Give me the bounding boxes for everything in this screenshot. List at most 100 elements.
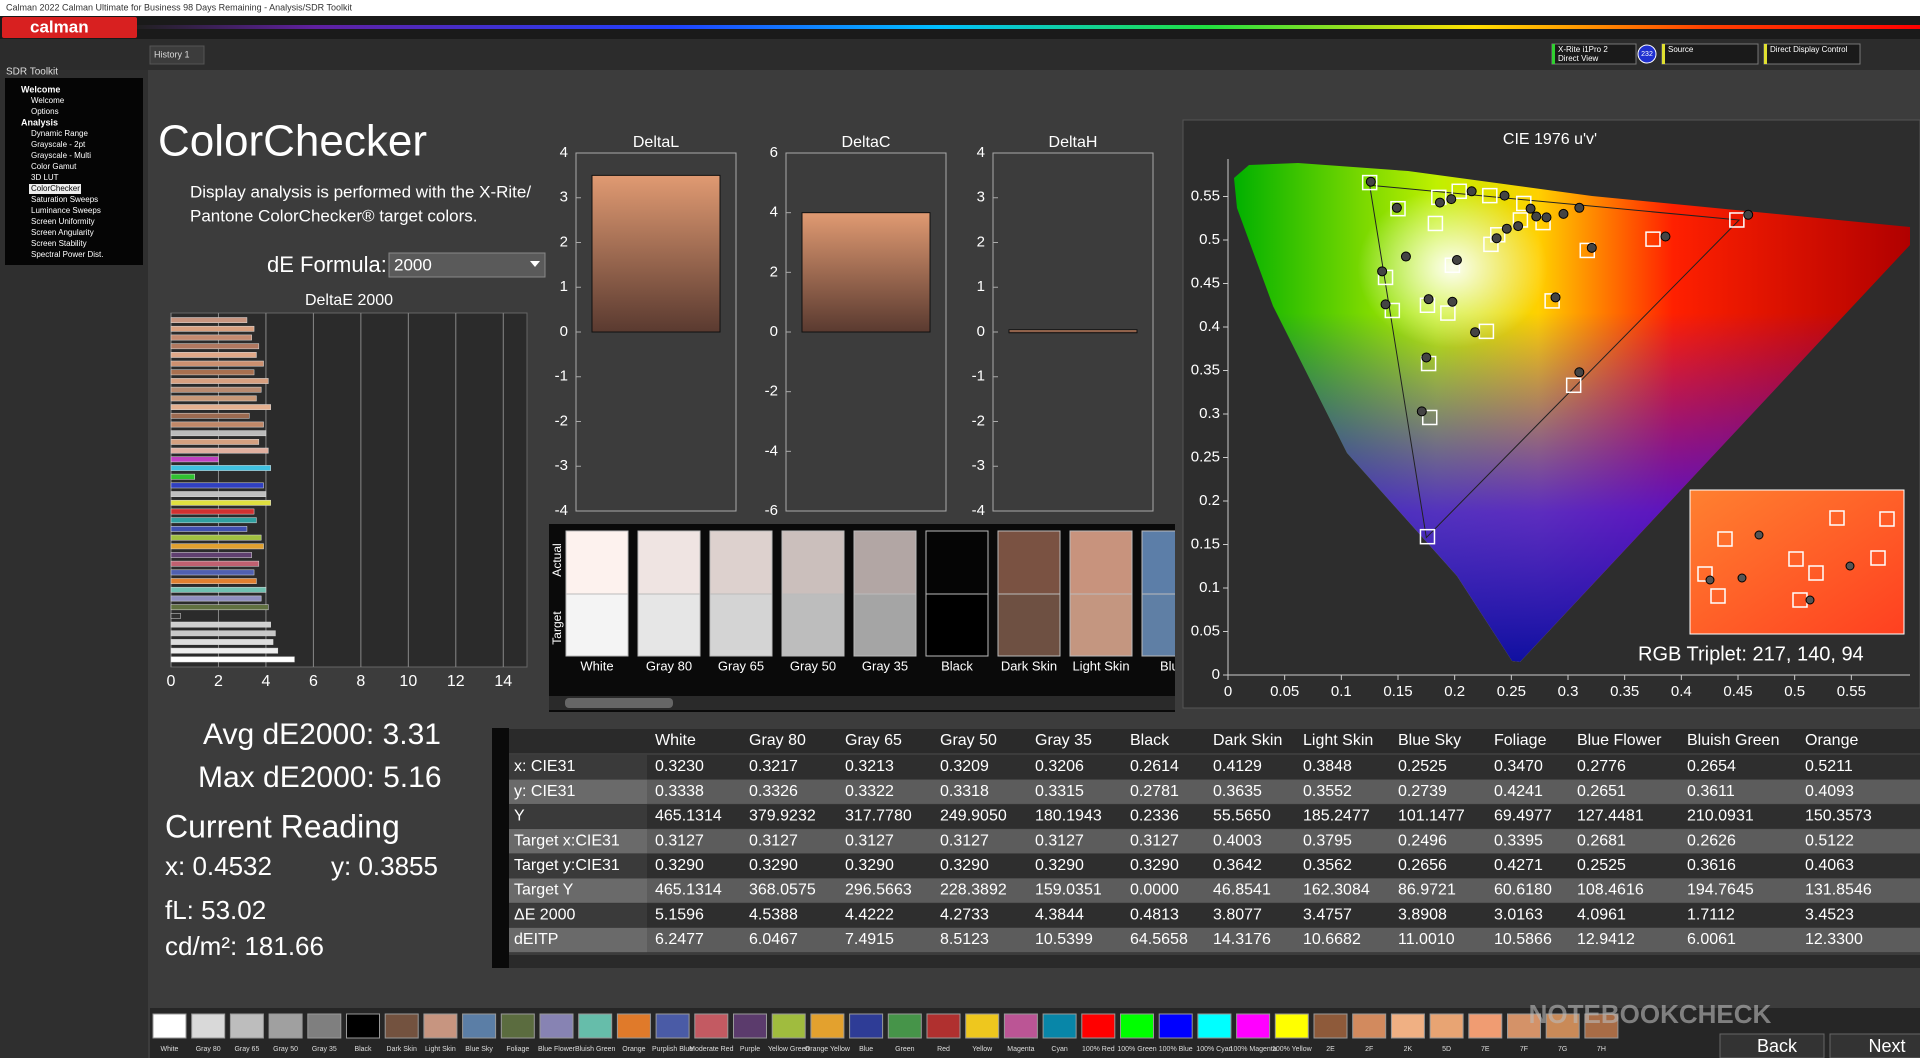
tree-item[interactable]: Grayscale - 2pt (31, 140, 86, 149)
swatch[interactable] (1274, 1013, 1309, 1039)
swatch[interactable] (1081, 1013, 1116, 1039)
swatch[interactable] (578, 1013, 613, 1039)
swatch[interactable] (1352, 1013, 1387, 1039)
tree-item[interactable]: Options (31, 107, 59, 116)
patch-target (781, 593, 845, 657)
actual-marker (1400, 251, 1411, 262)
bar (170, 447, 269, 454)
swatch[interactable] (965, 1013, 1000, 1039)
cell: 0.3290 (1130, 857, 1179, 874)
swatch[interactable] (1197, 1013, 1232, 1039)
swatch[interactable] (1507, 1013, 1541, 1039)
row-header: Target Y (514, 882, 574, 899)
sidebar-tree (5, 78, 143, 265)
swatch[interactable] (307, 1013, 342, 1039)
inset-dot (1737, 573, 1747, 583)
swatch[interactable] (1042, 1013, 1077, 1039)
swatch-label: 2F (1365, 1046, 1373, 1053)
bar (170, 360, 264, 367)
tree-item[interactable]: ColorChecker (31, 184, 80, 193)
nav-button[interactable] (1829, 1033, 1920, 1058)
swatch[interactable] (926, 1013, 961, 1039)
inset-dot (1845, 561, 1855, 571)
swatch[interactable] (152, 1013, 187, 1039)
cell: 0.5211 (1805, 758, 1853, 775)
swatch[interactable] (1545, 1013, 1580, 1039)
cell: 379.9232 (749, 808, 816, 825)
tree-item[interactable]: Screen Angularity (31, 228, 94, 237)
tree-item[interactable]: Grayscale - Multi (31, 151, 91, 160)
tree-item[interactable]: Screen Stability (31, 239, 87, 248)
tree-item[interactable]: Screen Uniformity (31, 217, 95, 226)
swatch[interactable] (1584, 1013, 1619, 1039)
swatch[interactable] (1390, 1013, 1425, 1039)
swatch[interactable] (810, 1013, 845, 1039)
bar (170, 317, 248, 323)
bar (170, 499, 271, 506)
inset-square (1717, 531, 1733, 547)
tree-item[interactable]: Saturation Sweeps (31, 195, 98, 204)
tree-item[interactable]: Dynamic Range (31, 129, 88, 138)
swatch-label: Yellow Green (768, 1046, 809, 1053)
swatch[interactable] (1468, 1013, 1503, 1039)
chart-title: DeltaE 2000 (305, 292, 393, 309)
swatch[interactable] (268, 1013, 303, 1039)
scroll-thumb[interactable] (565, 698, 673, 708)
column-header: Foliage (1494, 732, 1547, 749)
device-indicator (1764, 44, 1767, 64)
inset-dot (1754, 530, 1764, 540)
y-tick-label: 2 (560, 233, 568, 250)
swatch[interactable] (1429, 1013, 1464, 1039)
swatch[interactable] (616, 1013, 651, 1039)
swatch[interactable] (191, 1013, 226, 1039)
swatch[interactable] (1003, 1013, 1038, 1039)
cell: 0.3206 (1035, 758, 1084, 775)
patch-target (997, 593, 1061, 657)
swatch[interactable] (539, 1013, 574, 1039)
swatch[interactable] (1120, 1013, 1154, 1039)
nav-button[interactable] (1719, 1033, 1825, 1058)
table-scrollbar[interactable] (509, 955, 1920, 968)
swatch[interactable] (771, 1013, 806, 1039)
bar (170, 465, 271, 471)
bar (170, 578, 257, 584)
cell: 0.4241 (1494, 783, 1543, 800)
swatch-label: 100% Magenta (1230, 1046, 1277, 1053)
formula-dropdown[interactable] (388, 252, 546, 278)
swatch[interactable] (346, 1013, 380, 1039)
tree-item[interactable]: Welcome (31, 96, 65, 105)
logo-button[interactable] (2, 17, 137, 38)
swatch[interactable] (462, 1013, 497, 1039)
swatch[interactable] (1313, 1013, 1348, 1039)
swatch[interactable] (384, 1013, 419, 1039)
swatch[interactable] (887, 1013, 922, 1039)
actual-marker (1447, 296, 1458, 307)
patch-scrollbar[interactable] (549, 696, 1175, 710)
cell: 4.4222 (845, 906, 894, 923)
tab[interactable] (149, 45, 205, 65)
x-tick-label: 2 (214, 673, 223, 690)
swatch-label: Blue Flower (538, 1046, 576, 1053)
tree-item[interactable]: Spectral Power Dist. (31, 250, 103, 259)
swatch[interactable] (229, 1013, 264, 1039)
inset-square (1829, 510, 1845, 526)
y-tick-label: -4 (555, 502, 568, 519)
swatch[interactable] (1236, 1013, 1271, 1039)
x-tick-label: 6 (309, 673, 318, 690)
cell: 150.3573 (1805, 808, 1872, 825)
x-tick-label: 0.45 (1723, 683, 1752, 700)
gamut-triangle (1369, 184, 1741, 539)
swatch[interactable] (1158, 1013, 1193, 1039)
tree-item[interactable]: 3D LUT (31, 173, 59, 182)
actual-marker (1446, 194, 1457, 205)
tree-item[interactable]: Color Gamut (31, 162, 77, 171)
swatch[interactable] (655, 1013, 690, 1039)
swatch[interactable] (694, 1013, 729, 1039)
table-row (509, 829, 1920, 854)
tree-item[interactable]: Luminance Sweeps (31, 206, 101, 215)
swatch[interactable] (733, 1013, 767, 1039)
swatch[interactable] (423, 1013, 458, 1039)
swatch[interactable] (500, 1013, 535, 1039)
swatch[interactable] (849, 1013, 884, 1039)
rainbow-strip (137, 25, 1920, 29)
